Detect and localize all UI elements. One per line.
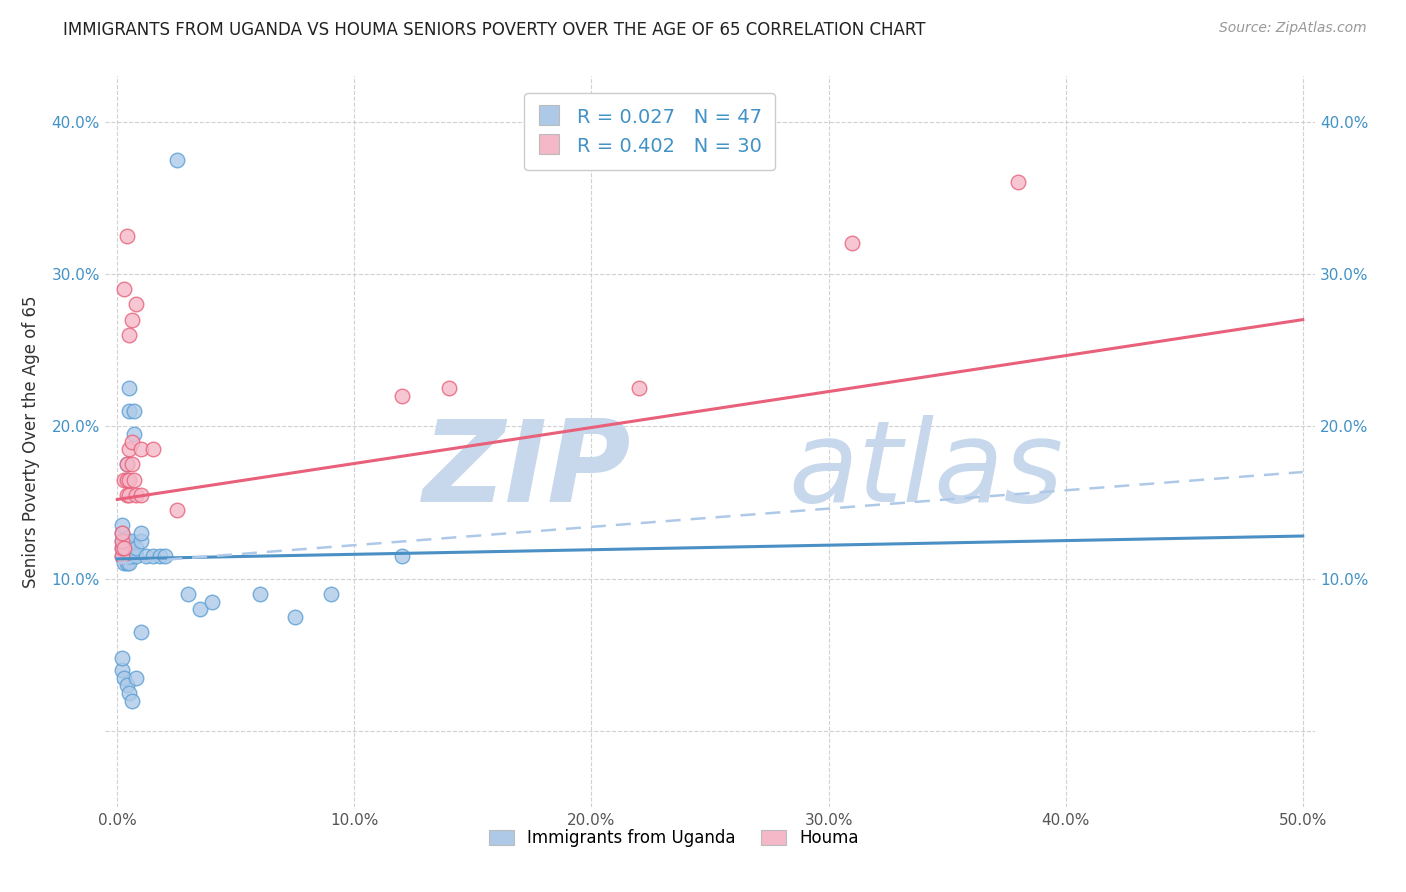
Point	[177, 587, 200, 601]
Point	[112, 473, 135, 487]
Point	[112, 541, 135, 556]
Point	[111, 663, 134, 677]
Point	[166, 153, 188, 167]
Point	[249, 587, 271, 601]
Point	[841, 236, 863, 251]
Point	[111, 525, 134, 540]
Point	[118, 442, 141, 457]
Point	[111, 533, 134, 548]
Point	[118, 557, 141, 571]
Point	[115, 458, 138, 472]
Point	[118, 327, 141, 342]
Point	[188, 602, 211, 616]
Point	[112, 541, 135, 556]
Point	[149, 549, 172, 563]
Text: ZIP: ZIP	[423, 416, 631, 526]
Point	[111, 549, 134, 563]
Point	[129, 488, 152, 502]
Point	[121, 541, 143, 556]
Point	[111, 541, 134, 556]
Point	[118, 473, 141, 487]
Point	[129, 533, 152, 548]
Text: IMMIGRANTS FROM UGANDA VS HOUMA SENIORS POVERTY OVER THE AGE OF 65 CORRELATION C: IMMIGRANTS FROM UGANDA VS HOUMA SENIORS …	[63, 21, 925, 38]
Point	[118, 686, 141, 700]
Point	[439, 381, 461, 395]
Point	[1007, 176, 1029, 190]
Point	[118, 488, 141, 502]
Point	[118, 549, 141, 563]
Point	[125, 541, 148, 556]
Point	[121, 533, 143, 548]
Point	[118, 404, 141, 418]
Point	[115, 473, 138, 487]
Point	[125, 671, 148, 685]
Point	[112, 533, 135, 548]
Point	[121, 693, 143, 707]
Point	[129, 625, 152, 640]
Point	[112, 549, 135, 563]
Point	[122, 426, 145, 441]
Point	[121, 458, 143, 472]
Point	[111, 651, 134, 665]
Point	[115, 557, 138, 571]
Point	[122, 473, 145, 487]
Point	[115, 458, 138, 472]
Point	[111, 533, 134, 548]
Point	[284, 609, 307, 624]
Point	[142, 442, 165, 457]
Point	[391, 549, 413, 563]
Point	[112, 671, 135, 685]
Point	[125, 549, 148, 563]
Point	[391, 389, 413, 403]
Legend: Immigrants from Uganda, Houma: Immigrants from Uganda, Houma	[482, 822, 865, 854]
Point	[121, 312, 143, 326]
Point	[121, 434, 143, 449]
Point	[115, 541, 138, 556]
Text: atlas: atlas	[789, 416, 1064, 526]
Point	[118, 381, 141, 395]
Point	[111, 525, 134, 540]
Point	[111, 518, 134, 533]
Point	[112, 282, 135, 296]
Point	[125, 297, 148, 311]
Text: Source: ZipAtlas.com: Source: ZipAtlas.com	[1219, 21, 1367, 35]
Point	[115, 488, 138, 502]
Point	[111, 541, 134, 556]
Point	[627, 381, 650, 395]
Point	[115, 228, 138, 243]
Point	[115, 549, 138, 563]
Point	[115, 533, 138, 548]
Point	[166, 503, 188, 517]
Point	[125, 488, 148, 502]
Y-axis label: Seniors Poverty Over the Age of 65: Seniors Poverty Over the Age of 65	[22, 295, 41, 588]
Point	[153, 549, 176, 563]
Point	[129, 442, 152, 457]
Point	[142, 549, 165, 563]
Point	[112, 557, 135, 571]
Point	[111, 549, 134, 563]
Point	[129, 525, 152, 540]
Point	[201, 594, 224, 608]
Point	[135, 549, 157, 563]
Point	[115, 678, 138, 692]
Point	[122, 404, 145, 418]
Point	[319, 587, 342, 601]
Point	[121, 549, 143, 563]
